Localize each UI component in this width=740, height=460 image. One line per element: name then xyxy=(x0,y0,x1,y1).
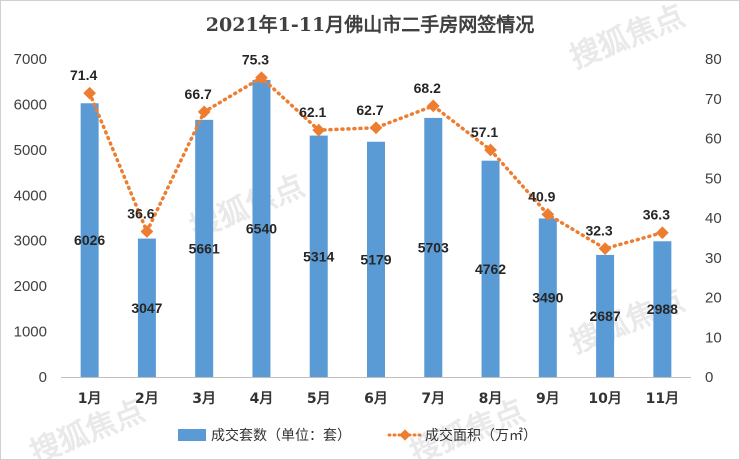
line-value-label: 36.3 xyxy=(643,207,670,223)
line-point xyxy=(83,86,97,100)
legend-line-label: 成交面积（万㎡） xyxy=(425,427,537,444)
bar xyxy=(137,238,156,377)
bar xyxy=(538,218,557,377)
line-path xyxy=(87,75,665,251)
line-point xyxy=(369,121,383,135)
left-axis-tick: 2000 xyxy=(14,278,47,295)
x-axis-tick: 6月 xyxy=(364,391,388,407)
right-axis-tick: 80 xyxy=(705,51,722,68)
line-value-label: 36.6 xyxy=(127,206,154,222)
bar-value-label: 5314 xyxy=(303,248,334,264)
bar-value-label: 6026 xyxy=(74,232,105,248)
bar xyxy=(367,141,385,377)
legend-line-marker xyxy=(399,429,411,441)
x-axis-tick: 8月 xyxy=(479,391,503,407)
right-axis-tick: 70 xyxy=(705,91,722,108)
x-axis-tick: 9月 xyxy=(536,391,560,407)
x-axis-tick: 3月 xyxy=(192,391,216,407)
line-point xyxy=(140,225,154,238)
line-value-label: 62.1 xyxy=(299,104,326,120)
left-axis-tick: 1000 xyxy=(14,324,47,341)
right-axis-tick: 60 xyxy=(705,131,722,148)
line-point xyxy=(484,143,497,157)
legend-bar-label: 成交套数（单位：套） xyxy=(211,427,351,444)
bar xyxy=(309,135,328,377)
bar-value-label: 3047 xyxy=(131,300,162,316)
line-point xyxy=(426,99,440,113)
line-point xyxy=(655,226,669,240)
x-axis-tick: 11月 xyxy=(646,391,679,407)
left-axis-tick: 3000 xyxy=(14,233,47,250)
right-axis-tick: 0 xyxy=(705,369,713,386)
x-axis-tick: 10月 xyxy=(588,391,621,407)
bar xyxy=(653,241,672,377)
right-axis-tick: 10 xyxy=(705,329,722,346)
line-point xyxy=(598,242,612,255)
bar-value-label: 2988 xyxy=(647,301,678,317)
bar xyxy=(80,103,99,377)
bar xyxy=(424,117,443,377)
bar xyxy=(195,119,214,377)
chart-title: 2021年1-11月佛山市二手房网签情况 xyxy=(206,13,534,36)
x-axis: 1月 2月 3月 4月 5月 6月 7月 8月 9月 10月 11月 xyxy=(78,391,679,407)
line-value-label: 32.3 xyxy=(585,223,612,239)
bar xyxy=(252,79,271,377)
bar-value-label: 5179 xyxy=(360,251,391,267)
left-axis-tick: 5000 xyxy=(14,142,47,159)
line-value-label: 62.7 xyxy=(356,102,383,118)
line-point xyxy=(197,105,211,119)
x-axis-tick: 4月 xyxy=(250,391,274,407)
bar-value-label: 4762 xyxy=(475,261,506,277)
bar-value-label: 2687 xyxy=(590,308,621,324)
bar-series: 6026 3047 5661 6540 5314 5179 5703 4762 3490 2687… xyxy=(74,79,678,377)
x-axis-tick: 1月 xyxy=(78,391,102,407)
line-value-label: 75.3 xyxy=(242,52,269,68)
x-axis-tick: 5月 xyxy=(307,391,331,407)
bar-value-label: 5661 xyxy=(189,240,220,256)
legend: 成交套数（单位：套） 成交面积（万㎡） xyxy=(178,427,537,444)
x-axis-tick: 2月 xyxy=(135,391,159,407)
bar-value-label: 3490 xyxy=(532,290,563,306)
line-value-label: 40.9 xyxy=(528,188,555,204)
line-value-label: 66.7 xyxy=(185,86,212,102)
bar xyxy=(481,160,500,377)
bar xyxy=(596,254,615,377)
line-value-label: 71.4 xyxy=(70,67,97,83)
left-axis: 0 1000 2000 3000 4000 5000 6000 7000 xyxy=(14,51,47,386)
left-axis-tick: 6000 xyxy=(14,96,47,113)
right-axis-tick: 40 xyxy=(705,210,722,227)
left-axis-tick: 0 xyxy=(39,369,47,386)
right-axis: 0 10 20 30 40 50 60 70 80 xyxy=(705,51,722,386)
line-point xyxy=(312,123,326,137)
x-axis-tick: 7月 xyxy=(421,391,445,407)
right-axis-tick: 20 xyxy=(705,290,722,307)
watermark-text: 搜狐焦点 xyxy=(565,1,689,76)
left-axis-tick: 4000 xyxy=(14,187,47,204)
right-axis-tick: 50 xyxy=(705,170,722,187)
left-axis-tick: 7000 xyxy=(14,51,47,68)
bar-value-label: 5703 xyxy=(418,239,449,255)
right-axis-tick: 30 xyxy=(705,250,722,267)
line-value-label: 68.2 xyxy=(414,80,441,96)
line-value-label: 57.1 xyxy=(471,124,498,140)
legend-bar-swatch xyxy=(178,429,206,441)
bar-value-label: 6540 xyxy=(246,220,277,236)
